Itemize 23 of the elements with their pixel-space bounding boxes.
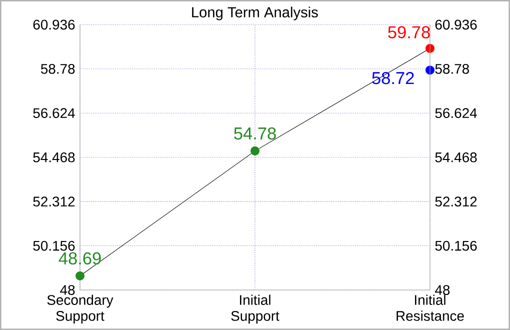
point — [75, 271, 85, 280]
y-tick-label: 54.468 — [33, 152, 75, 162]
y2-tick-label: 52.312 — [435, 196, 477, 206]
y-tick-label: 60.936 — [33, 20, 75, 30]
y2-tick-label: 48 — [435, 285, 450, 295]
chart-title: Long Term Analysis — [192, 6, 318, 20]
x-tick-label: Secondary Support — [47, 294, 114, 324]
y-tick-label: 48 — [60, 285, 75, 295]
y2-tick-label: 50.156 — [435, 240, 477, 251]
y2-tick-label: 56.624 — [435, 108, 477, 118]
point — [250, 146, 260, 156]
y2-tick-label: 58.78 — [435, 64, 469, 74]
y-tick-label: 50.156 — [33, 240, 75, 251]
data-label: 54.78 — [234, 127, 276, 140]
y-tick-label: 56.624 — [33, 108, 75, 118]
data-label: 59.78 — [388, 26, 430, 38]
x-tick-label: Initial Resistance — [396, 294, 464, 321]
x-tick-label: Initial Support — [231, 294, 280, 324]
y-tick-label: 58.78 — [40, 64, 75, 74]
y-tick-label: 52.312 — [33, 196, 75, 206]
y2-tick-label: 60.936 — [435, 20, 477, 30]
data-label: 48.69 — [58, 252, 101, 265]
y2-tick-label: 54.468 — [435, 152, 477, 162]
